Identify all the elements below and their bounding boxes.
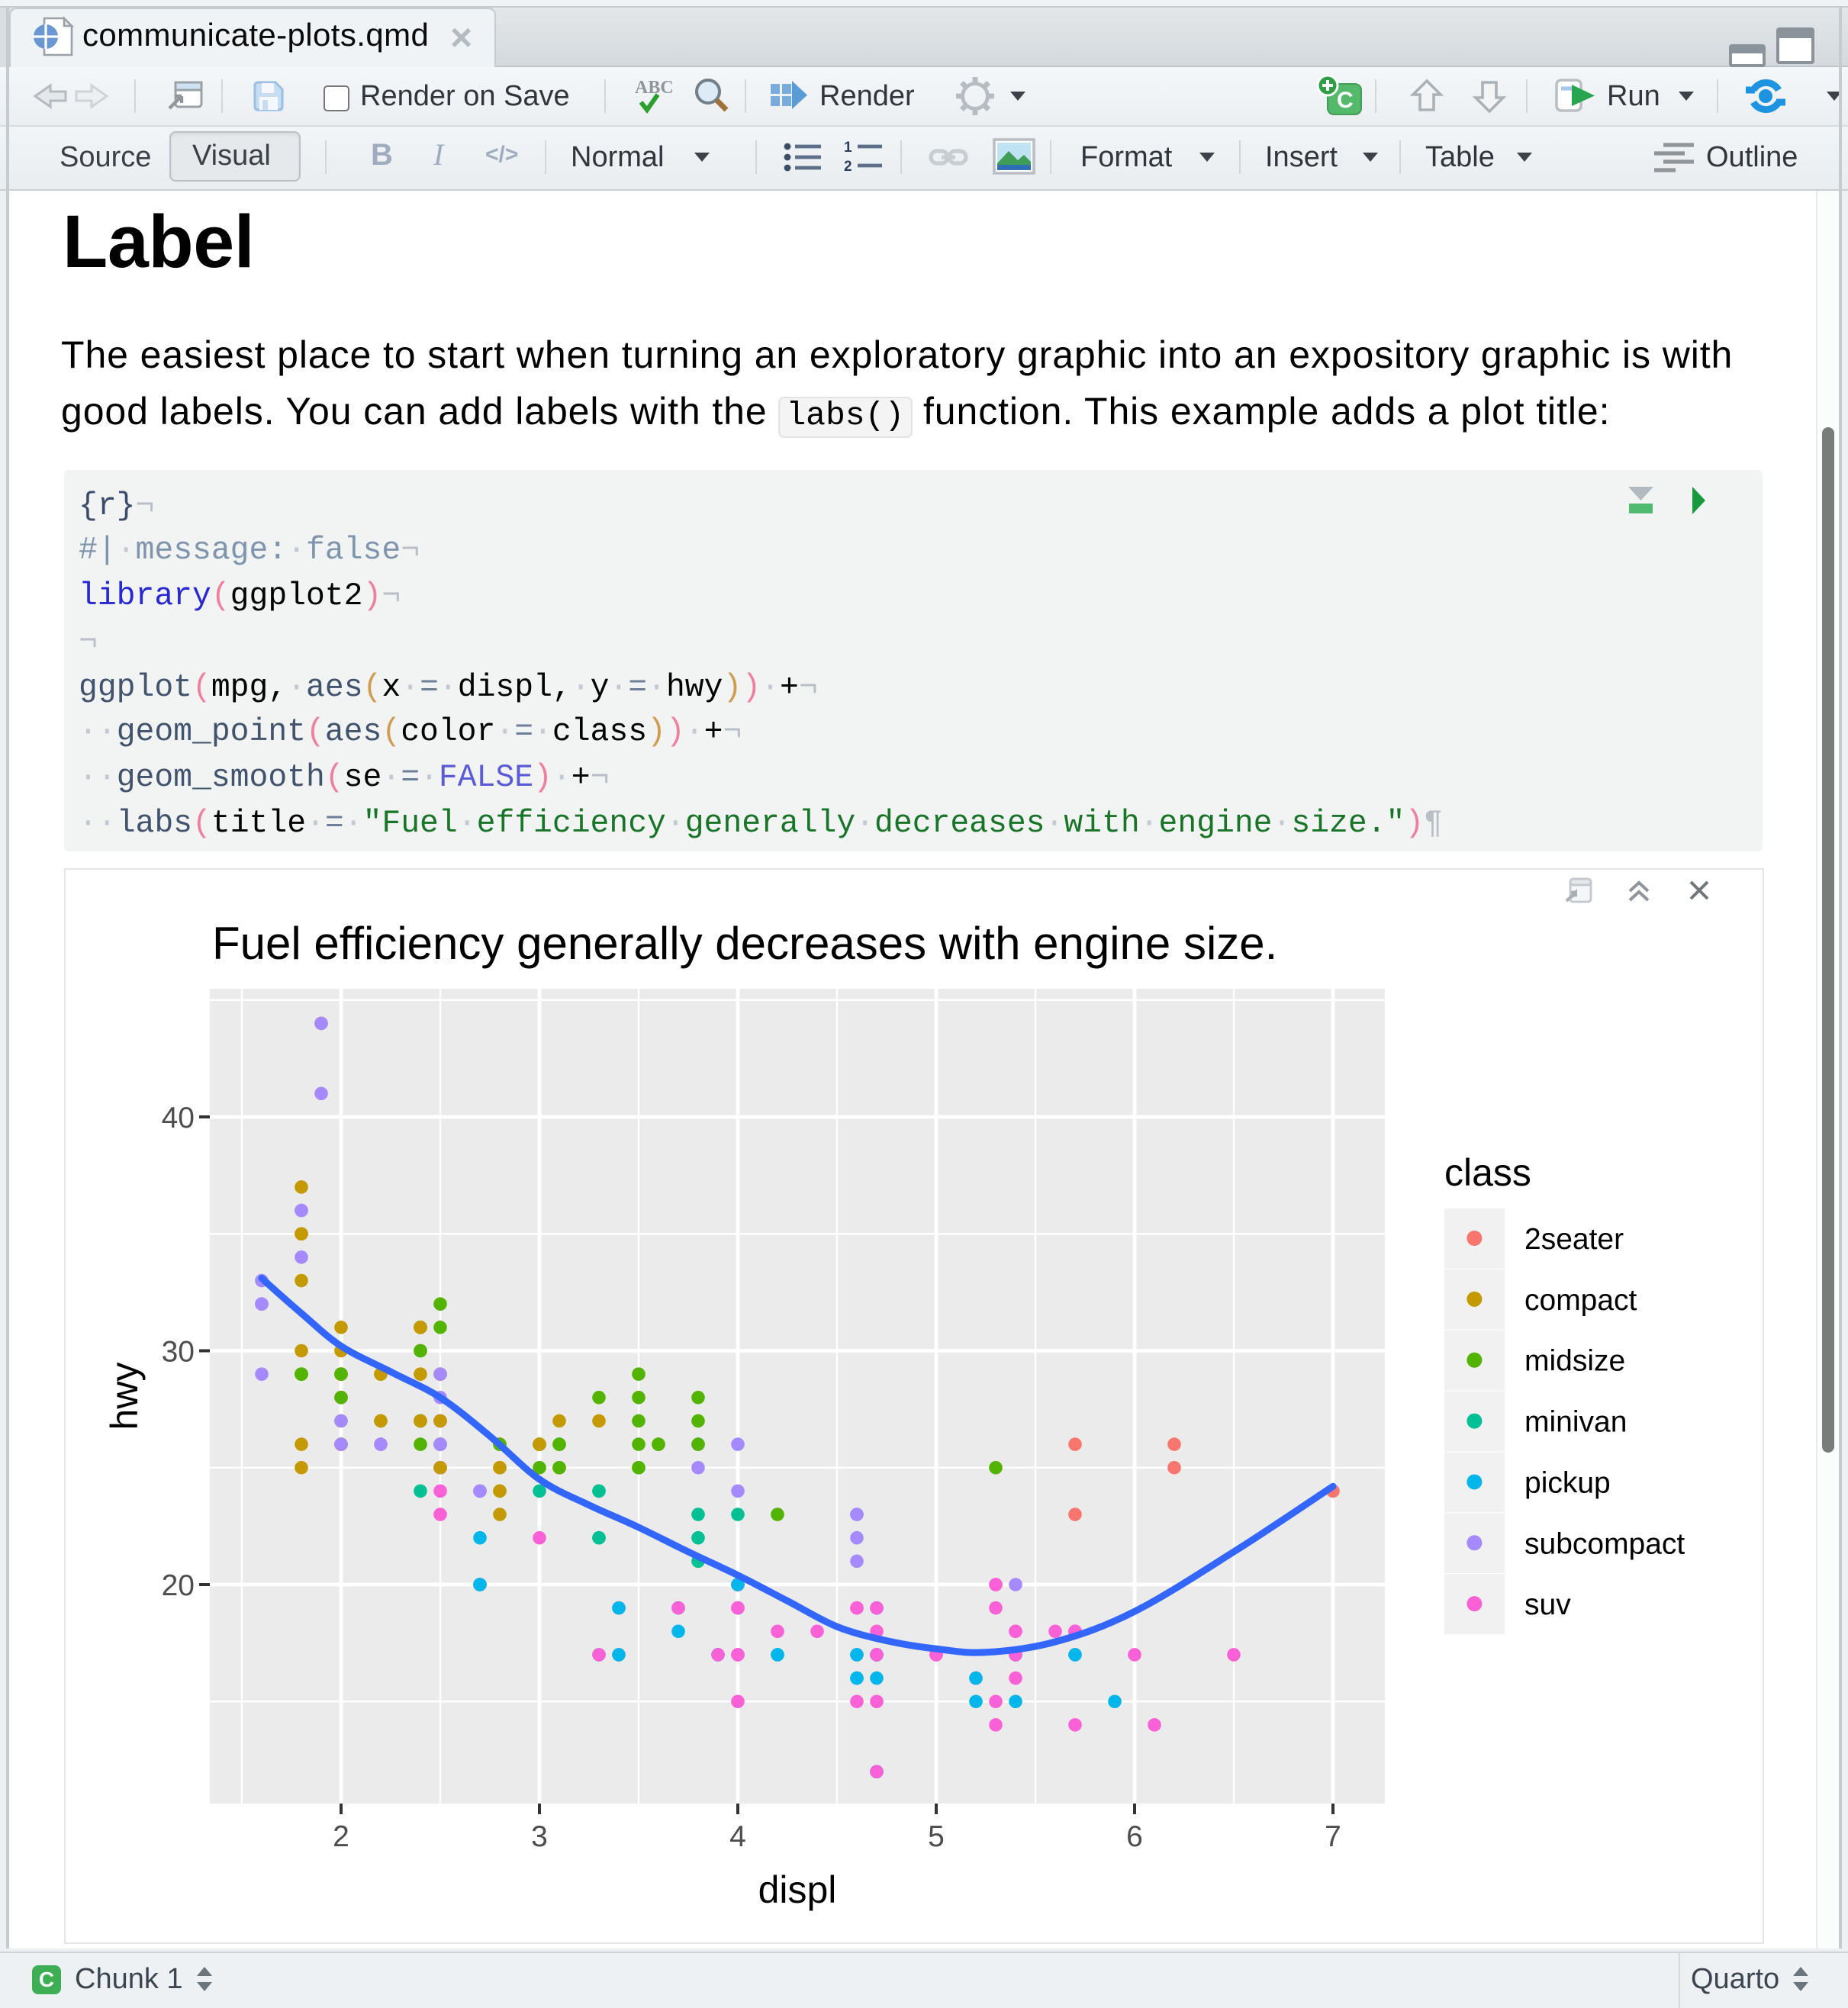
svg-text:hwy: hwy: [103, 1363, 146, 1430]
svg-text:1: 1: [844, 139, 852, 155]
svg-text:2seater: 2seater: [1524, 1223, 1624, 1256]
svg-text:minivan: minivan: [1524, 1406, 1627, 1439]
svg-text:displ: displ: [758, 1868, 837, 1911]
svg-text:compact: compact: [1524, 1284, 1637, 1317]
svg-text:Fuel efficiency generally decr: Fuel efficiency generally decreases with…: [212, 918, 1277, 969]
svg-text:2: 2: [333, 1820, 349, 1853]
svg-text:subcompact: subcompact: [1524, 1527, 1685, 1560]
svg-text:6: 6: [1126, 1820, 1143, 1853]
svg-text:20: 20: [162, 1569, 195, 1602]
svg-text:30: 30: [162, 1336, 195, 1369]
svg-text:2: 2: [844, 158, 852, 174]
svg-text:class: class: [1444, 1151, 1531, 1194]
svg-text:C: C: [1337, 87, 1354, 112]
svg-text:ABC: ABC: [635, 77, 674, 97]
svg-text:4: 4: [729, 1820, 746, 1853]
svg-text:5: 5: [928, 1820, 945, 1853]
svg-text:suv: suv: [1524, 1588, 1571, 1621]
svg-text:40: 40: [162, 1102, 195, 1134]
svg-text:pickup: pickup: [1524, 1466, 1611, 1499]
svg-text:7: 7: [1325, 1820, 1341, 1853]
svg-text:midsize: midsize: [1524, 1345, 1625, 1378]
svg-text:3: 3: [531, 1820, 548, 1853]
